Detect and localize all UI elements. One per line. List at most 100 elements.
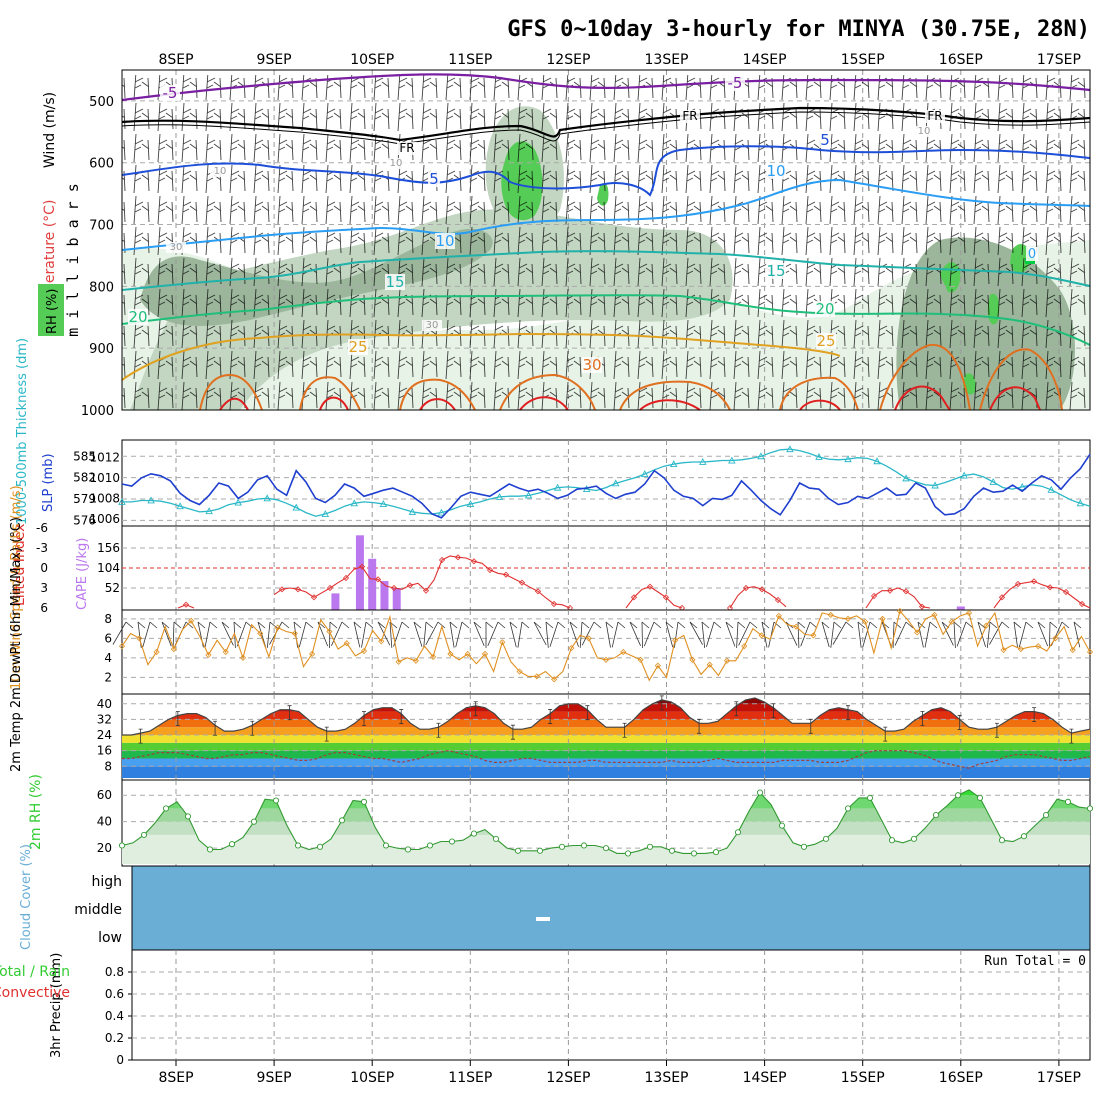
li-path [177, 555, 1091, 609]
pressure-tick-label: 700 [89, 219, 114, 234]
contour-label-bg [815, 301, 835, 317]
cape-bar [380, 581, 389, 610]
wind10m-marker [1086, 648, 1094, 656]
li-marker [1014, 580, 1022, 588]
li-grid [122, 526, 1090, 610]
bottom-date-axis: 8SEP 9SEP 10SEP 11SEP 12SEP 13SEP 14SEP 15SEP 16… [158, 1060, 1081, 1086]
wind10m-marker [1069, 646, 1076, 654]
cape-bar [392, 588, 401, 610]
li-marker [870, 592, 878, 600]
pressure-tick-label: 900 [89, 342, 114, 357]
upper-air-panel: -5 -5 FR FR FR 5 5 10 10 10 15 15 20 20 25 25 30 10 10 30 30… [38, 69, 1091, 419]
rh2m-marker [998, 837, 1006, 844]
wind10m-marker [810, 632, 817, 639]
wind10m-barb [579, 621, 590, 648]
thickness-marker [379, 500, 388, 507]
wind10m-tick: 2 [104, 670, 112, 684]
wind10m-marker [378, 638, 385, 645]
temp-minmax-mark [771, 703, 776, 719]
slp-tick: 1010 [89, 471, 120, 485]
wind10m-marker [758, 632, 765, 639]
wind10m-barb [353, 621, 362, 648]
li-marker [470, 558, 478, 565]
contour-label: 20 [128, 308, 147, 326]
li-marker [454, 554, 462, 561]
rh-legend-swatch [38, 284, 64, 336]
wind10m-barb [329, 621, 338, 649]
thickness-marker [263, 494, 271, 502]
wind10m-marker [983, 622, 990, 629]
wind10m-marker [672, 637, 679, 644]
wind10m-marker [965, 609, 973, 617]
cape-bar [956, 606, 965, 610]
wind10m-marker [170, 646, 177, 653]
contour-label-bg [766, 163, 786, 179]
rh2m-marker [932, 812, 940, 819]
contour-label-bg [816, 333, 836, 349]
thickness-tick: 579 [73, 492, 96, 506]
bottom-date-label: 12SEP [546, 1070, 590, 1086]
wind10m-tick: 6 [104, 631, 112, 645]
precip-panel: 0.8 0.6 0.4 0.2 0 Run Total = 0 3hr Precip (… [0, 949, 1091, 1067]
wind10m-barb [605, 621, 614, 648]
rh2m-marker [778, 822, 786, 829]
temp-minmax-mark [1069, 728, 1074, 744]
wind10m-barb [221, 621, 234, 646]
temp-minmax-mark [473, 701, 478, 717]
temp-minmax-mark [250, 720, 255, 736]
wind10m-marker [153, 648, 160, 656]
li-marker [326, 584, 334, 592]
rh2m-marker [404, 846, 412, 853]
thickness-marker [815, 453, 823, 460]
thickness-marker [350, 499, 359, 507]
li-ticks: -6 -3 0 3 6 156 104 52 [36, 521, 120, 615]
contour-label: 25 [348, 338, 367, 356]
wind10m-marker [602, 656, 610, 663]
wind10m-marker [568, 645, 575, 652]
wind10m-marker [447, 650, 454, 658]
rh2m-marker [140, 831, 148, 838]
wind10m-barb [204, 621, 218, 648]
rh2m-marker [448, 838, 456, 845]
temp2m-tick: 16 [97, 744, 112, 758]
contour-label-bg [160, 85, 180, 101]
rh2m-marker [250, 818, 258, 825]
svg-text:Wind (m/s): Wind (m/s) [42, 92, 58, 168]
li-marker [438, 556, 446, 564]
slp-ticks: 585 582 579 576 1012 1010 1008 1006 [73, 449, 120, 527]
li-marker [550, 600, 558, 608]
thickness-marker [786, 445, 794, 453]
thickness-marker [931, 481, 939, 489]
wind10m-barb [487, 621, 506, 647]
li-marker [534, 588, 542, 595]
wind10m-barb [581, 621, 602, 646]
temp-minmax-mark [846, 705, 850, 721]
contour-label: 15 [766, 262, 785, 280]
contour-label: 10 [766, 162, 785, 180]
contour-label-bg [386, 158, 406, 169]
precip-tick: 0 [116, 1053, 124, 1067]
rh2m-marker [228, 841, 236, 848]
thickness-marker [1076, 499, 1085, 507]
bottom-date-label: 13SEP [645, 1070, 689, 1086]
wind10m-barb [736, 621, 746, 649]
thickness-tick: 582 [73, 471, 96, 485]
rh2m-line [118, 789, 1094, 857]
rh2m-marker [1020, 833, 1028, 840]
wind10m-barb [298, 621, 314, 648]
wind10m-marker [879, 615, 886, 622]
slp-tick: 1006 [89, 512, 120, 526]
thickness-marker [147, 496, 155, 504]
rh2m-marker [800, 843, 808, 850]
wind10m-barb [701, 621, 710, 648]
upper-air-yticks: 500 600 700 800 900 1000 [81, 95, 114, 419]
wind10m-marker [257, 630, 264, 637]
temp-band [122, 758, 1090, 767]
contour-label-bg [725, 75, 745, 91]
thickness-marker [466, 500, 475, 507]
rh2m-marker [360, 798, 368, 805]
wind10m-ticks: 8 6 4 2 [104, 612, 112, 685]
cloud-row-high: high [91, 874, 122, 890]
li-marker [406, 582, 414, 589]
contour-label: 10 [214, 166, 227, 177]
